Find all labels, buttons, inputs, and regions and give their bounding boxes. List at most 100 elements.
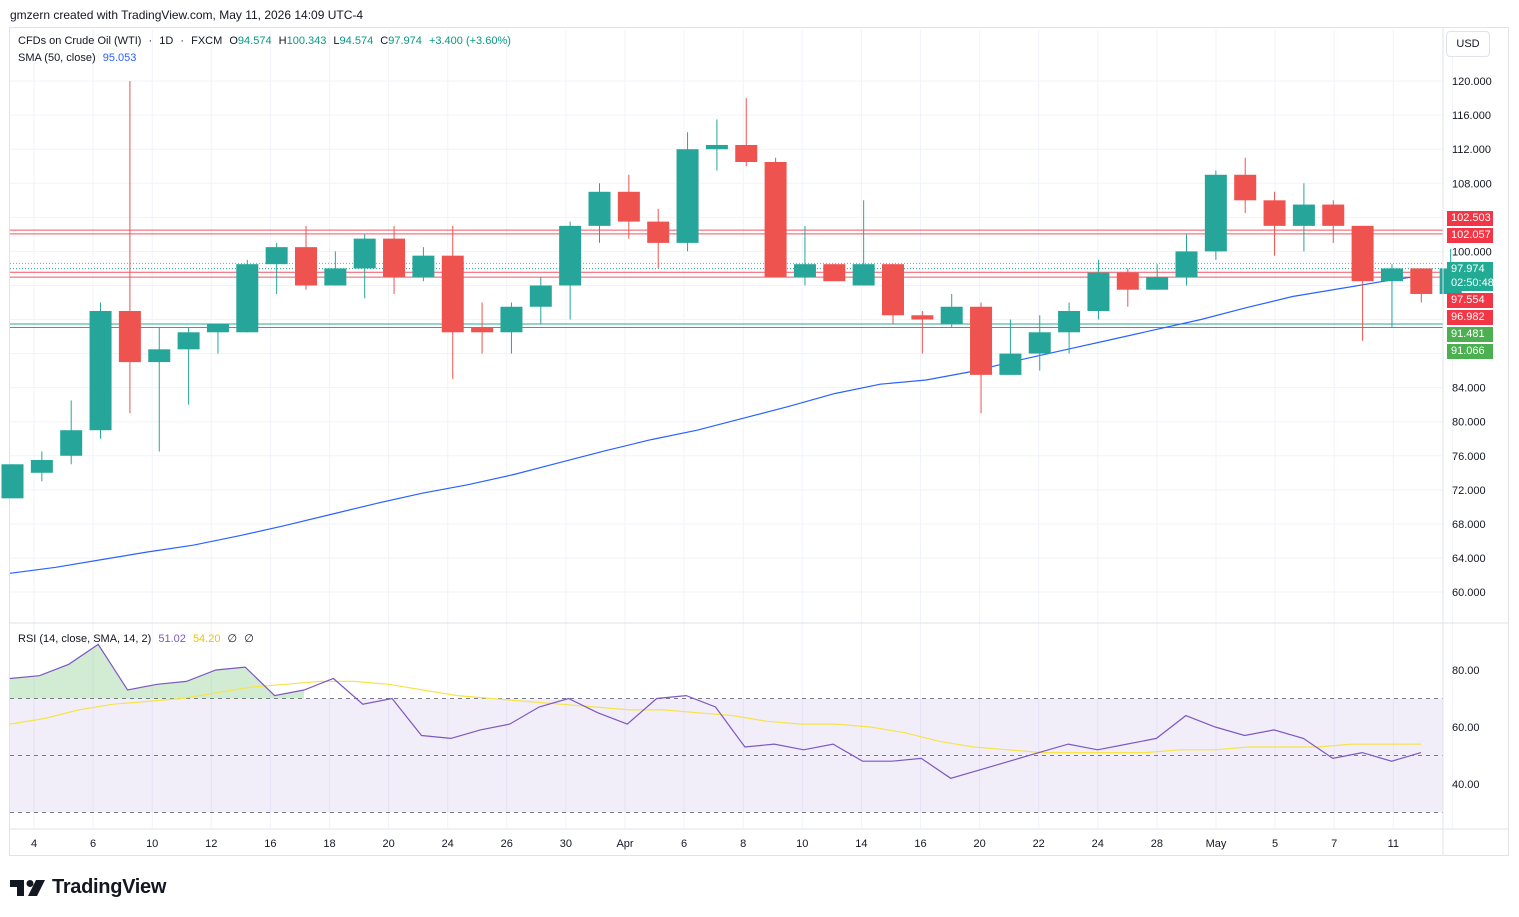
candle-body	[30, 460, 53, 473]
candle	[1058, 302, 1081, 354]
candle	[236, 259, 259, 333]
rsi-overbought-fill	[10, 644, 304, 699]
time-axis-label: 24	[1092, 838, 1104, 850]
time-axis-label: 20	[382, 838, 394, 850]
candle	[940, 293, 963, 329]
price-axis-label: 68.000	[1452, 519, 1486, 531]
candle-body	[559, 225, 582, 286]
candle-body	[735, 144, 758, 162]
candle-body	[1234, 174, 1257, 201]
sma-legend[interactable]: SMA (50, close) 95.053	[18, 52, 140, 64]
candle-body	[1058, 311, 1081, 333]
candle-body	[383, 238, 406, 277]
rsi-legend[interactable]: RSI (14, close, SMA, 14, 2) 51.02 54.20 …	[18, 632, 258, 645]
sma-value: 95.053	[102, 52, 137, 64]
candle-body	[60, 430, 83, 456]
candle	[764, 157, 787, 277]
candle	[1028, 315, 1051, 371]
candle	[118, 81, 141, 414]
time-axis-label: 24	[442, 838, 454, 850]
time-axis-label: 20	[973, 838, 985, 850]
chart-frame	[9, 27, 1509, 856]
candle	[1175, 234, 1198, 286]
tradingview-logo-icon	[10, 879, 45, 896]
rsi-empty-1: ∅	[227, 633, 238, 645]
candle	[1351, 225, 1374, 341]
open-value: 94.574	[237, 35, 272, 47]
candle	[1234, 157, 1257, 214]
candle	[353, 234, 376, 299]
low-value: 94.574	[339, 35, 374, 47]
rsi-empty-2: ∅	[244, 633, 254, 645]
candle	[970, 302, 993, 414]
candle-body	[1146, 276, 1169, 290]
candle-body	[236, 264, 259, 333]
candle	[529, 276, 552, 324]
rsi-axis-label: 80.00	[1452, 665, 1480, 677]
candle-body	[882, 264, 904, 316]
candle-body	[177, 332, 200, 350]
time-axis-label: 5	[1272, 838, 1278, 850]
price-axis-label: 120.000	[1452, 76, 1492, 88]
candle	[852, 200, 875, 286]
candle	[647, 208, 670, 269]
time-axis-label: 11	[1388, 838, 1399, 850]
candle-body	[1292, 204, 1315, 226]
candle-body	[852, 264, 875, 286]
sma-line	[9, 273, 1431, 574]
candle-body	[1, 464, 24, 499]
candle-body	[471, 328, 494, 333]
candle-body	[970, 306, 993, 375]
candles	[1, 81, 1462, 499]
price-label: 102.503	[1447, 211, 1493, 226]
currency-button[interactable]: USD	[1446, 31, 1490, 57]
time-axis-label: 4	[31, 838, 37, 850]
time-axis-label: 16	[914, 838, 926, 850]
candle	[324, 251, 347, 286]
price-label: 91.066	[1447, 344, 1493, 359]
candle-body	[1087, 272, 1110, 312]
candle	[441, 225, 464, 380]
time-axis-label: 10	[796, 838, 808, 850]
candle-body	[206, 323, 229, 333]
time-axis-label: May	[1206, 838, 1227, 850]
candle	[383, 225, 406, 294]
interval[interactable]: 1D	[159, 35, 174, 47]
candle-body	[705, 144, 728, 150]
time-axis-label: 16	[264, 838, 276, 850]
candle	[500, 302, 523, 354]
rsi-line	[9, 643, 1422, 779]
price-label: 102.057	[1447, 228, 1493, 243]
candle-body	[588, 191, 611, 226]
candle-body	[1351, 225, 1374, 282]
horizontal-levels	[10, 229, 1443, 328]
candle	[676, 132, 699, 252]
close-label: C	[380, 35, 389, 47]
time-axis-label: Apr	[616, 838, 633, 850]
time-axis-label: 18	[323, 838, 335, 850]
candle-body	[1322, 204, 1345, 226]
candle	[999, 319, 1022, 375]
candle	[588, 183, 611, 243]
candle-body	[823, 264, 846, 282]
time-axis-label: 6	[681, 838, 687, 850]
close-value: 97.974	[388, 35, 422, 47]
time-axis-label: 12	[205, 838, 217, 850]
rsi-label: RSI (14, close, SMA, 14, 2)	[18, 633, 152, 645]
price-label: 97.554	[1447, 293, 1493, 308]
time-axis-label: 28	[1151, 838, 1163, 850]
candle	[60, 400, 83, 465]
exchange: FXCM	[191, 35, 223, 47]
high-value: 100.343	[286, 35, 327, 47]
symbol-name[interactable]: CFDs on Crude Oil (WTI)	[18, 35, 142, 47]
high-label: H	[278, 35, 287, 47]
candle-body	[1263, 200, 1286, 226]
candle-body	[617, 191, 640, 222]
candle-body	[1204, 174, 1227, 252]
candle-body	[500, 306, 523, 333]
tradingview-logo[interactable]: TradingView	[10, 876, 166, 899]
candle	[1146, 264, 1169, 290]
candle-body	[89, 311, 112, 431]
candle	[1322, 200, 1345, 243]
